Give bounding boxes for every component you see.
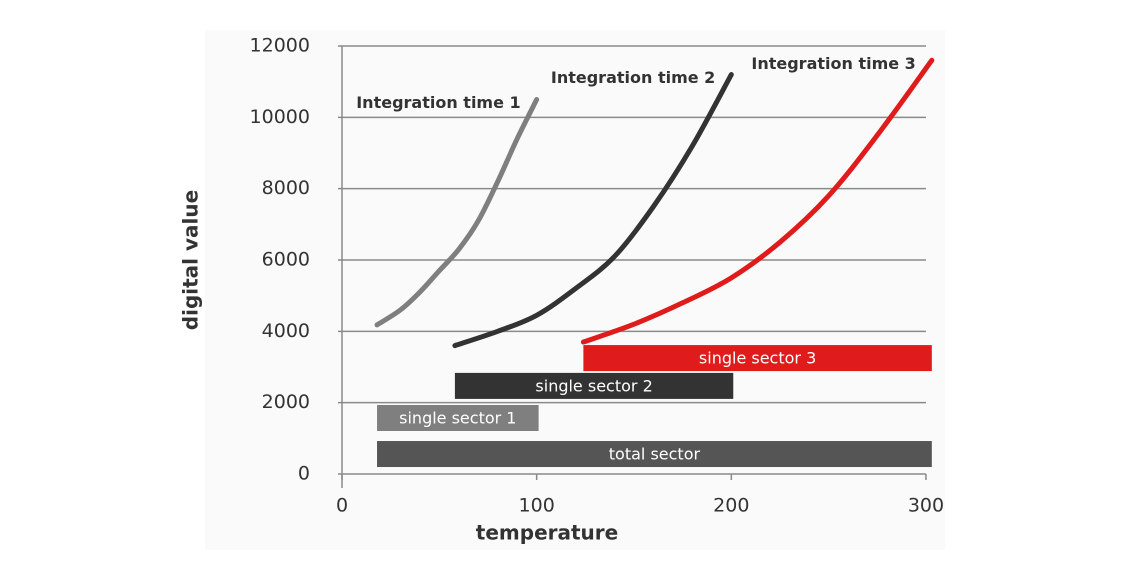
curve: [374, 97, 540, 328]
y-tick-label: 8000: [262, 177, 310, 199]
x-tick-label: 0: [336, 495, 348, 517]
y-tick-label: 6000: [262, 249, 310, 271]
curve-label: Integration time 1: [356, 93, 520, 112]
range-bar: [377, 441, 932, 468]
range-label: single sector 2: [535, 376, 652, 395]
y-tick-label: 4000: [262, 320, 310, 342]
range-label: single sector 3: [699, 349, 816, 368]
range-bar: [454, 372, 734, 399]
x-axis-label: temperature: [476, 521, 618, 545]
y-tick-label: 0: [298, 463, 310, 485]
x-tick-label: 300: [908, 495, 944, 517]
y-tick-label: 2000: [262, 391, 310, 413]
range-label: single sector 1: [399, 409, 516, 428]
curve: [452, 72, 734, 349]
range-bar: [583, 345, 932, 372]
x-tick-label: 200: [713, 495, 749, 517]
curve-label: Integration time 3: [751, 54, 915, 73]
y-tick-label: 10000: [250, 106, 310, 128]
curve: [580, 57, 935, 345]
range-bar: [377, 405, 539, 432]
x-tick-label: 100: [519, 495, 555, 517]
curve-label: Integration time 2: [551, 68, 715, 87]
y-axis-label: digital value: [179, 190, 203, 330]
y-tick-label: 12000: [250, 35, 310, 57]
range-label: total sector: [609, 445, 701, 464]
